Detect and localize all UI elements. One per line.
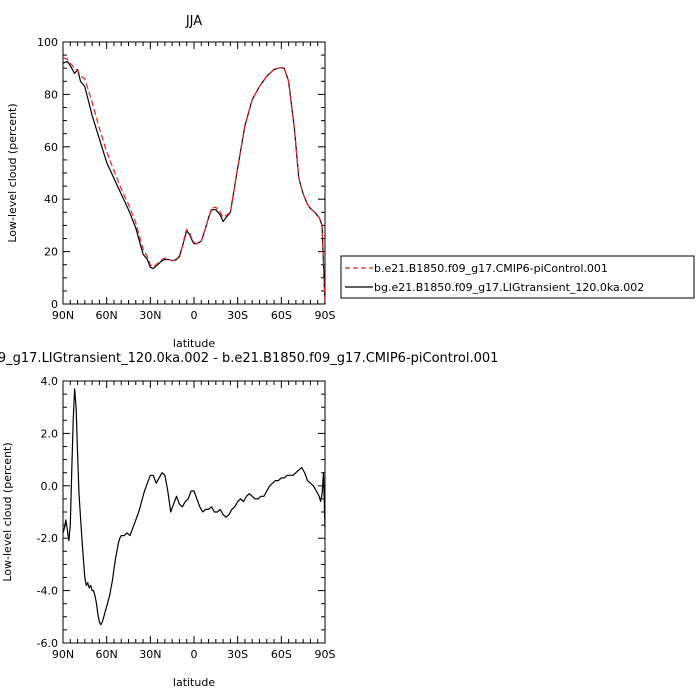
bottom-panel-ticks: 90N 60N 30N 0 30S 60S 90S -6.0 -4.0 -2.0 0.0 2.0 4.0 [37,375,336,661]
top-x-tick-label: 0 [191,309,198,322]
top-x-tick-label: 60N [96,309,118,322]
bottom-y-tick-label: -2.0 [37,532,58,545]
top-panel-x-axis-label: latitude [173,337,215,350]
top-series-line-0 [62,57,326,305]
bottom-x-tick-label: 30S [227,648,248,661]
bottom-panel-y-axis-label: Low-level cloud (percent) [1,442,14,581]
bottom-y-tick-label: 2.0 [41,427,59,440]
bottom-y-tick-label: -4.0 [37,585,58,598]
bottom-panel-title: bg.e21.B1850.f09_g17.LIGtransient_120.0k… [0,351,498,366]
bottom-y-tick-label: -6.0 [37,637,58,650]
top-panel-ticks: 90N 60N 30N 0 30S 60S 90S 0 20 40 60 80 100 [37,36,336,322]
bottom-y-tick-label: 4.0 [41,375,59,388]
top-x-tick-label: 90S [315,309,336,322]
legend-label-ligtransient: bg.e21.B1850.f09_g17.LIGtransient_120.0k… [374,281,644,294]
bottom-x-tick-label: 0 [191,648,198,661]
bottom-panel-frame [62,380,326,644]
bottom-x-tick-label: 90N [52,648,74,661]
bottom-y-tick-label: 0.0 [41,480,59,493]
legend-label-picontrol: b.e21.B1850.f09_g17.CMIP6-piControl.001 [374,262,608,275]
top-panel-y-axis-label: Low-level cloud (percent) [6,103,19,242]
top-series-line-1 [62,60,326,305]
legend: b.e21.B1850.f09_g17.CMIP6-piControl.001 … [340,255,695,299]
top-y-tick-label: 40 [44,193,58,206]
top-panel-lines [62,57,326,305]
top-panel: JJA Low-level cloud (percent) latitude 9… [6,14,336,350]
top-y-tick-label: 20 [44,246,58,259]
top-y-tick-label: 80 [44,88,58,101]
bottom-x-tick-label: 60S [271,648,292,661]
bottom-x-tick-label: 30N [139,648,161,661]
bottom-series-line-0 [62,388,326,626]
bottom-x-tick-label: 90S [315,648,336,661]
top-y-tick-label: 60 [44,141,58,154]
top-panel-title: JJA [185,14,202,29]
bottom-panel-lines [62,388,326,626]
top-y-tick-label: 0 [51,298,58,311]
top-x-tick-label: 30S [227,309,248,322]
legend-box [340,255,695,299]
bottom-x-tick-label: 60N [96,648,118,661]
top-x-tick-label: 90N [52,309,74,322]
bottom-panel: bg.e21.B1850.f09_g17.LIGtransient_120.0k… [0,351,498,689]
top-x-tick-label: 60S [271,309,292,322]
top-panel-frame [62,41,326,305]
top-y-tick-label: 100 [37,36,58,49]
top-x-tick-label: 30N [139,309,161,322]
bottom-panel-x-axis-label: latitude [173,676,215,689]
